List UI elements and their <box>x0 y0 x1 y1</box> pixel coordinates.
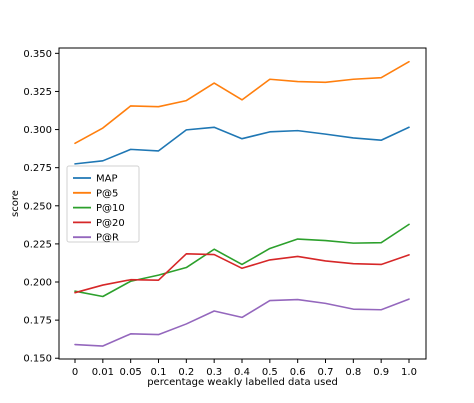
series-line-p-5 <box>74 60 410 145</box>
series-line-map <box>74 126 410 165</box>
legend-label-p-5: P@5 <box>96 188 118 199</box>
x-tick-label: 0.5 <box>262 367 278 378</box>
x-tick-label: 0.01 <box>92 367 114 378</box>
series-line-p-r <box>74 298 410 347</box>
y-tick-label: 0.150 <box>23 354 52 365</box>
x-tick-label: 0.3 <box>206 367 222 378</box>
y-tick-label: 0.350 <box>23 49 52 60</box>
x-tick-label: 0.8 <box>345 367 361 378</box>
series-line-p-10 <box>74 223 410 298</box>
legend-label-p-10: P@10 <box>96 203 125 214</box>
x-tick-label: 0.6 <box>290 367 306 378</box>
legend: MAP P@5 P@10 P@20 P@R <box>66 165 140 244</box>
x-tick-label: 0.4 <box>234 367 250 378</box>
x-axis-label: percentage weakly labelled data used <box>147 377 338 388</box>
y-tick-label: 0.250 <box>23 201 52 212</box>
y-tick-label: 0.300 <box>23 125 52 136</box>
x-tick-label: 0.9 <box>373 367 389 378</box>
x-tick-label: 0.05 <box>120 367 142 378</box>
y-tick-label: 0.200 <box>23 278 52 289</box>
series-line-p-20 <box>74 253 410 294</box>
series-lines <box>74 60 410 347</box>
x-tick-label: 0.1 <box>151 367 167 378</box>
x-tick-label: 0 <box>72 367 78 378</box>
x-tick-label: 1.0 <box>401 367 417 378</box>
legend-label-p-r: P@R <box>96 233 119 244</box>
x-axis: 0 0.01 0.05 0.1 0.2 0.3 0.4 0.5 0.6 0.7 0.8 0.9 1.0 <box>72 359 417 378</box>
x-tick-label: 0.2 <box>178 367 194 378</box>
y-axis-label: score <box>10 190 21 217</box>
y-axis: 0.150 0.175 0.200 0.225 0.250 0.275 0.300 0.325… <box>23 49 59 365</box>
y-tick-label: 0.325 <box>23 87 52 98</box>
x-tick-label: 0.7 <box>318 367 334 378</box>
y-tick-label: 0.275 <box>23 163 52 174</box>
y-tick-label: 0.175 <box>23 316 52 327</box>
y-tick-label: 0.225 <box>23 239 52 250</box>
legend-label-map: MAP <box>96 174 118 185</box>
legend-label-p-20: P@20 <box>96 218 125 229</box>
